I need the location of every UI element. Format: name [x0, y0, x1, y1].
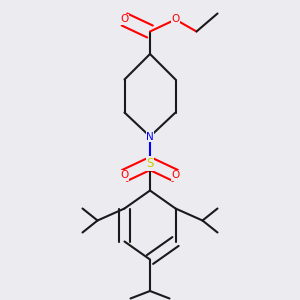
Text: S: S: [146, 157, 154, 170]
Text: O: O: [171, 14, 180, 25]
Text: O: O: [120, 14, 129, 25]
Text: O: O: [171, 170, 180, 181]
Text: N: N: [146, 131, 154, 142]
Text: O: O: [120, 170, 129, 181]
